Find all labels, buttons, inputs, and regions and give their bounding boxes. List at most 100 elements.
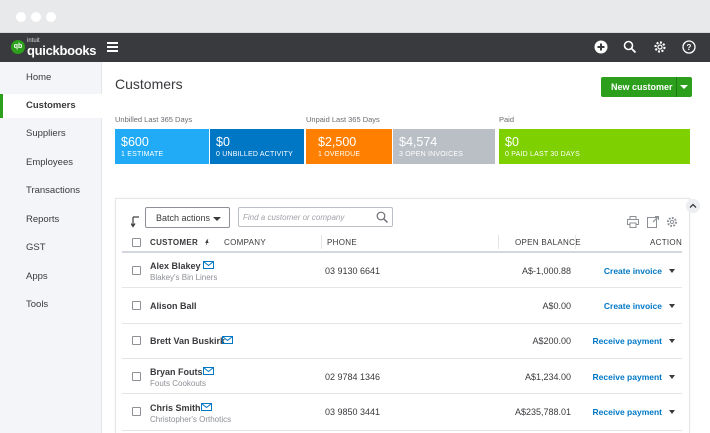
open-balance: A$235,788.01	[514, 407, 571, 417]
search-icon[interactable]	[623, 40, 637, 54]
search-icon[interactable]	[376, 211, 389, 224]
paid-tile[interactable]: $0 0 PAID LAST 30 DAYS	[499, 129, 690, 164]
quickbooks-logo-icon[interactable]: qb	[11, 40, 25, 54]
gear-icon[interactable]	[666, 216, 678, 228]
chevron-down-icon[interactable]	[669, 269, 675, 273]
gear-icon[interactable]	[653, 40, 667, 54]
tile-label: 0 PAID LAST 30 DAYS	[505, 151, 580, 158]
row-checkbox[interactable]	[132, 301, 141, 310]
column-header-phone[interactable]: PHONE	[327, 238, 357, 247]
menu-icon[interactable]	[107, 42, 118, 52]
logo-quickbooks-text[interactable]: quickbooks	[27, 43, 97, 58]
row-action-link[interactable]: Receive payment	[592, 372, 662, 382]
help-icon[interactable]: ?	[682, 40, 696, 54]
row-checkbox[interactable]	[132, 372, 141, 381]
customer-name[interactable]: Alex Blakey	[150, 261, 201, 271]
row-action-link[interactable]: Create invoice	[603, 301, 662, 311]
customer-name[interactable]: Chris Smith	[150, 403, 201, 413]
chevron-down-icon[interactable]	[669, 304, 675, 308]
row-action-link[interactable]: Create invoice	[603, 266, 662, 276]
row-action-link[interactable]: Receive payment	[592, 336, 662, 346]
column-divider	[321, 235, 322, 249]
sidebar-item-gst[interactable]: GST	[26, 242, 46, 253]
unbilled-activity-tile[interactable]: $0 0 UNBILLED ACTIVITY	[210, 129, 304, 164]
unbilled-section-label: Unbilled Last 365 Days	[115, 115, 193, 124]
new-customer-button[interactable]: New customer	[601, 77, 692, 97]
table-row[interactable]: Brett Van Buskirk A$200.00 Receive payme…	[122, 324, 682, 359]
tile-amount: $4,574	[399, 135, 438, 149]
sidebar-item-customers[interactable]: Customers	[0, 94, 102, 118]
batch-actions-button[interactable]: Batch actions	[145, 207, 230, 228]
sidebar: Home Customers Suppliers Employees Trans…	[0, 62, 102, 433]
row-checkbox[interactable]	[132, 266, 141, 275]
email-icon[interactable]	[222, 336, 233, 344]
open-balance: A$200.00	[532, 336, 571, 346]
window-dot-close[interactable]	[16, 12, 26, 22]
tile-label: 3 OPEN INVOICES	[399, 151, 464, 158]
customer-search[interactable]	[238, 207, 393, 227]
logo-intuit-text: intuit	[27, 38, 40, 44]
sidebar-item-transactions[interactable]: Transactions	[26, 185, 81, 196]
email-icon[interactable]	[201, 403, 212, 411]
customer-name[interactable]: Brett Van Buskirk	[150, 336, 226, 346]
table-row[interactable]: Chris Smith Christopher's Orthotics 03 9…	[122, 395, 682, 431]
sidebar-item-reports[interactable]: Reports	[26, 214, 60, 225]
chevron-down-icon[interactable]	[669, 339, 675, 343]
company-name: Blakey's Bin Liners	[150, 273, 218, 282]
page-title: Customers	[115, 76, 183, 92]
tile-amount: $0	[216, 135, 230, 149]
customer-name[interactable]: Alison Ball	[150, 301, 197, 311]
table-row[interactable]: Alex Blakey Blakey's Bin Liners 03 9130 …	[122, 253, 682, 288]
header-separator: /	[206, 238, 209, 247]
sidebar-item-apps[interactable]: Apps	[26, 271, 48, 282]
chevron-up-icon[interactable]	[686, 199, 700, 213]
export-icon[interactable]	[647, 216, 659, 228]
window-dot-minimize[interactable]	[31, 12, 41, 22]
row-checkbox[interactable]	[132, 336, 141, 345]
sidebar-item-tools[interactable]: Tools	[26, 299, 49, 310]
row-checkbox[interactable]	[132, 407, 141, 416]
sidebar-item-suppliers[interactable]: Suppliers	[26, 128, 66, 139]
customer-name[interactable]: Bryan Fouts	[150, 367, 203, 377]
row-action-link[interactable]: Receive payment	[592, 407, 662, 417]
phone-number: 03 9130 6641	[325, 266, 381, 276]
column-header-open-balance[interactable]: OPEN BALANCE	[515, 238, 581, 247]
column-header-customer[interactable]: CUSTOMER	[150, 238, 199, 247]
phone-number: 03 9850 3441	[325, 407, 381, 417]
column-header-company[interactable]: COMPANY	[224, 238, 266, 247]
table-row[interactable]: Alison Ball A$0.00 Create invoice	[122, 289, 682, 324]
email-icon[interactable]	[203, 367, 214, 375]
sidebar-item-home[interactable]: Home	[26, 72, 52, 83]
phone-number: 02 9784 1346	[325, 372, 381, 382]
estimate-tile[interactable]: $600 1 ESTIMATE	[115, 129, 209, 164]
chevron-down-icon[interactable]	[669, 375, 675, 379]
tile-label: 0 UNBILLED ACTIVITY	[216, 151, 293, 158]
chevron-down-icon[interactable]	[213, 217, 221, 221]
email-icon[interactable]	[203, 261, 214, 269]
new-customer-label[interactable]: New customer	[611, 82, 673, 92]
chevron-down-icon[interactable]	[669, 410, 675, 414]
chevron-down-icon[interactable]	[680, 85, 688, 89]
select-all-checkbox[interactable]	[132, 238, 141, 247]
column-divider	[575, 235, 576, 249]
svg-text:?: ?	[687, 43, 692, 52]
batch-actions-label[interactable]: Batch actions	[156, 213, 211, 223]
tile-amount: $2,500	[318, 135, 357, 149]
column-divider	[498, 235, 499, 249]
sort-ascending-icon[interactable]: ▲	[204, 239, 211, 245]
open-invoices-tile[interactable]: $4,574 3 OPEN INVOICES	[393, 129, 495, 164]
print-icon[interactable]	[627, 216, 639, 228]
sidebar-item-employees[interactable]: Employees	[26, 157, 73, 168]
new-customer-divider	[676, 77, 677, 97]
window-dot-maximize[interactable]	[46, 12, 56, 22]
bulk-select-arrow-icon[interactable]	[131, 216, 141, 228]
search-input[interactable]	[243, 210, 373, 224]
tile-amount: $600	[121, 135, 149, 149]
plus-icon[interactable]	[594, 40, 608, 54]
company-name: Fouts Cookouts	[150, 379, 207, 388]
unpaid-bar-accent	[306, 129, 312, 164]
table-row[interactable]: Bryan Fouts Fouts Cookouts 02 9784 1346 …	[122, 359, 682, 394]
overdue-tile[interactable]: $2,500 1 OVERDUE	[312, 129, 392, 164]
unpaid-section-label: Unpaid Last 365 Days	[306, 115, 380, 124]
paid-section-label: Paid	[499, 115, 515, 124]
